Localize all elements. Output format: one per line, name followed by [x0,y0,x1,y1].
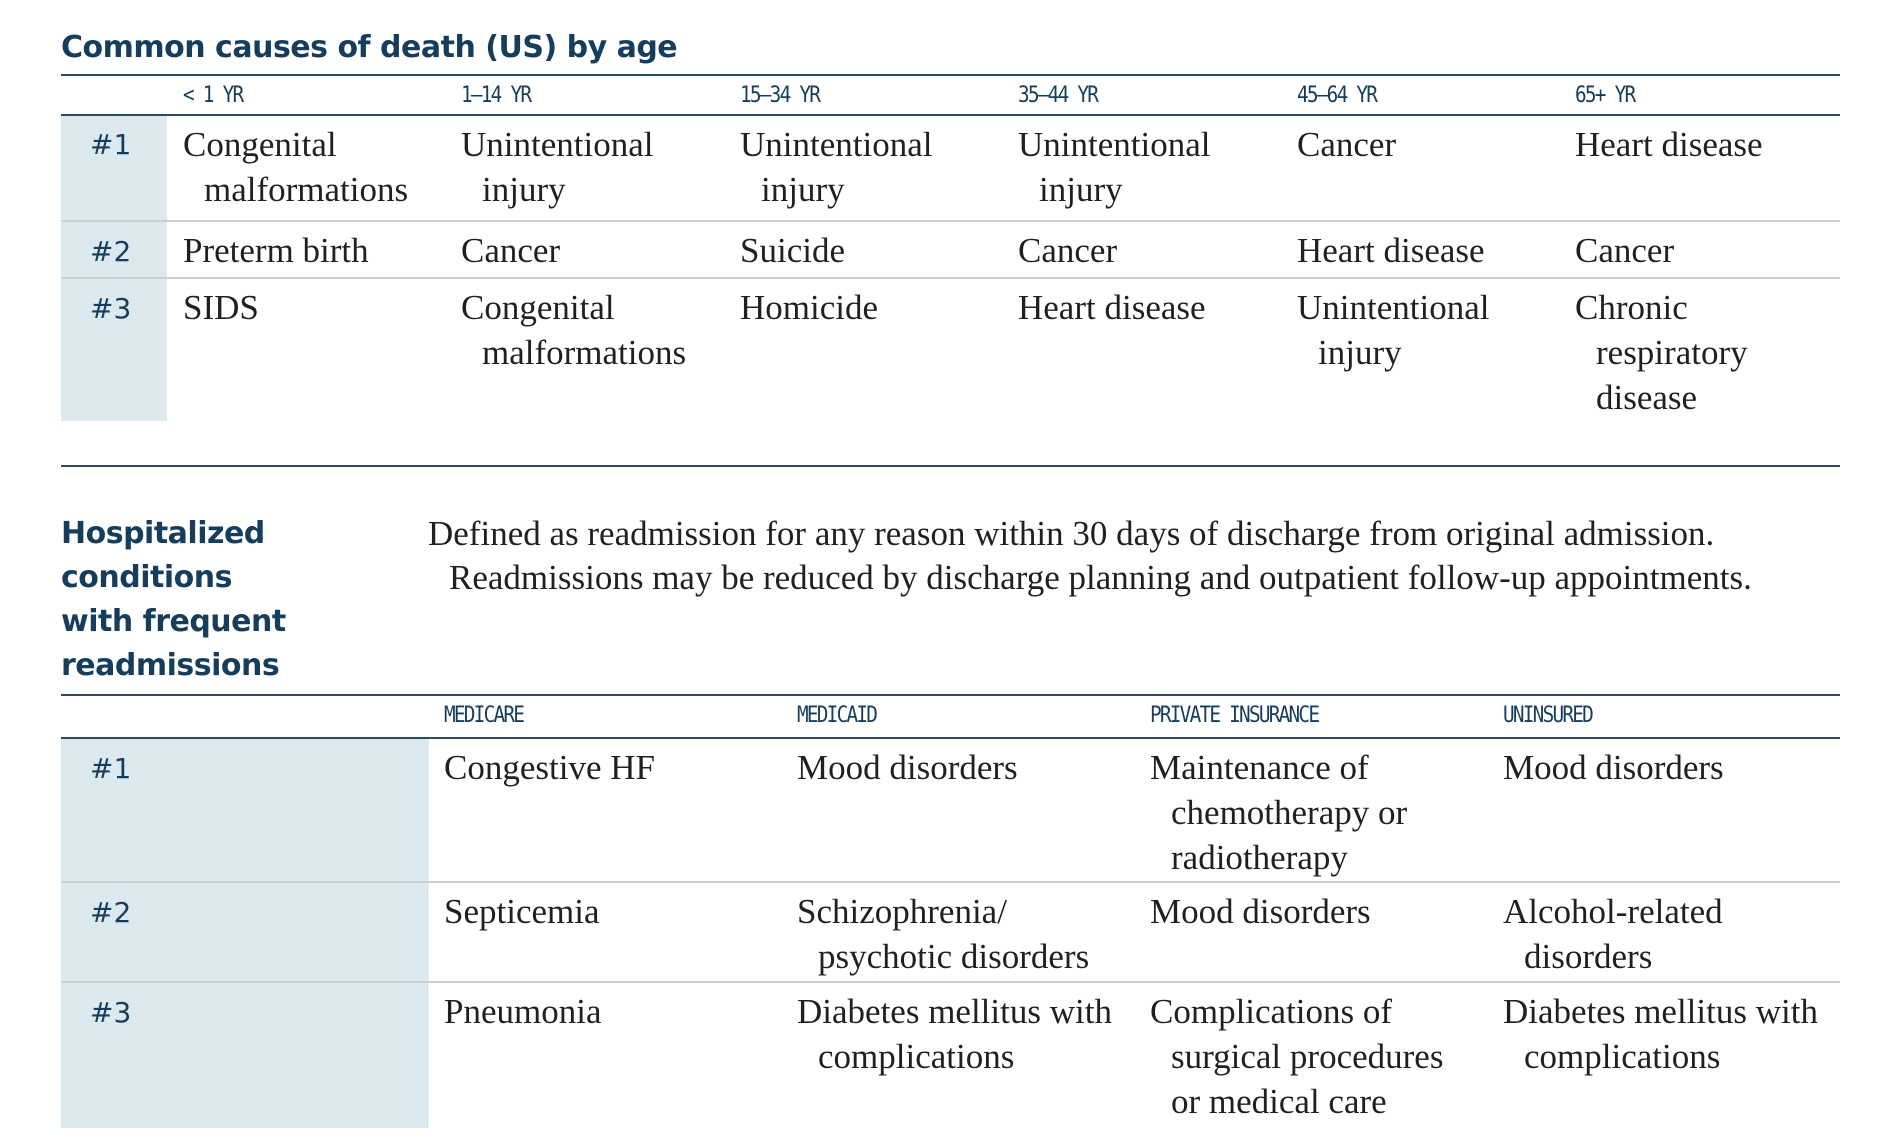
death-table-title: Common causes of death (US) by age [61,30,678,65]
rank-label: #3 [90,292,132,325]
table-cell: SIDS [183,288,259,327]
table-cell: Preterm birth [183,231,369,270]
table-cell: Complications of surgical procedures or me… [1150,992,1444,1121]
readmission-header-rule [61,737,1840,739]
death-rank-column [61,116,167,421]
death-col-header: 45–64 YR [1297,83,1378,108]
row-rule [61,277,1840,279]
readmission-table-top-rule [61,694,1840,696]
table-cell: Cancer [1575,231,1675,270]
table-cell: Maintenance of chemotherapy or radiotherap… [1150,748,1408,877]
table-cell: Chronic respiratory disease [1575,288,1748,417]
rank-label: #1 [90,128,132,161]
table-cell: Congenital malformations [461,288,687,372]
death-col-header: 35–44 YR [1018,83,1099,108]
table-cell: Diabetes mellitus with complications [797,992,1112,1076]
table-cell: Cancer [1018,231,1118,270]
table-cell: Unintentional injury [1018,125,1211,209]
readmission-rank-column [61,739,429,1128]
table-cell: Pneumonia [444,992,602,1031]
table-cell: Cancer [1297,125,1397,164]
rank-label: #1 [90,752,132,785]
readmission-col-header: MEDICARE [444,703,525,728]
table-cell: Cancer [461,231,561,270]
table-cell: Alcohol-related disorders [1503,892,1723,976]
table-cell: Heart disease [1575,125,1763,164]
table-cell: Congenital malformations [183,125,409,209]
readmission-description: Defined as readmission for any reason wi… [428,514,1752,597]
death-col-header: 15–34 YR [740,83,821,108]
row-rule [61,881,1840,883]
table-cell: Unintentional injury [740,125,933,209]
table-cell: Heart disease [1297,231,1485,270]
table-cell: Diabetes mellitus with complications [1503,992,1818,1076]
table-cell: Unintentional injury [1297,288,1490,372]
readmission-col-header: MEDICAID [797,703,878,728]
table-cell: Homicide [740,288,879,327]
table-cell: Mood disorders [797,748,1018,787]
table-cell: Congestive HF [444,748,655,787]
readmission-table-title: Hospitalized conditions with frequent re… [61,516,286,683]
table-cell: Unintentional injury [461,125,654,209]
table-cell: Heart disease [1018,288,1206,327]
table-cell: Schizophrenia/psychotic disorders [797,892,1090,976]
section-divider [61,465,1840,467]
table-cell: Suicide [740,231,845,270]
death-col-header: 65+ YR [1575,83,1636,108]
rank-label: #2 [90,896,132,929]
readmission-col-header: UNINSURED [1503,703,1594,728]
row-rule [61,220,1840,222]
death-header-rule [61,114,1840,116]
row-rule [61,981,1840,983]
table-cell: Mood disorders [1150,892,1371,931]
death-table-top-rule [61,74,1840,76]
readmission-col-header: PRIVATE INSURANCE [1150,703,1320,728]
death-col-header: 1–14 YR [461,83,532,108]
rank-label: #2 [90,235,132,268]
table-cell: Mood disorders [1503,748,1724,787]
table-cell: Septicemia [444,892,600,931]
rank-label: #3 [90,996,132,1029]
death-col-header: < 1 YR [183,83,244,108]
